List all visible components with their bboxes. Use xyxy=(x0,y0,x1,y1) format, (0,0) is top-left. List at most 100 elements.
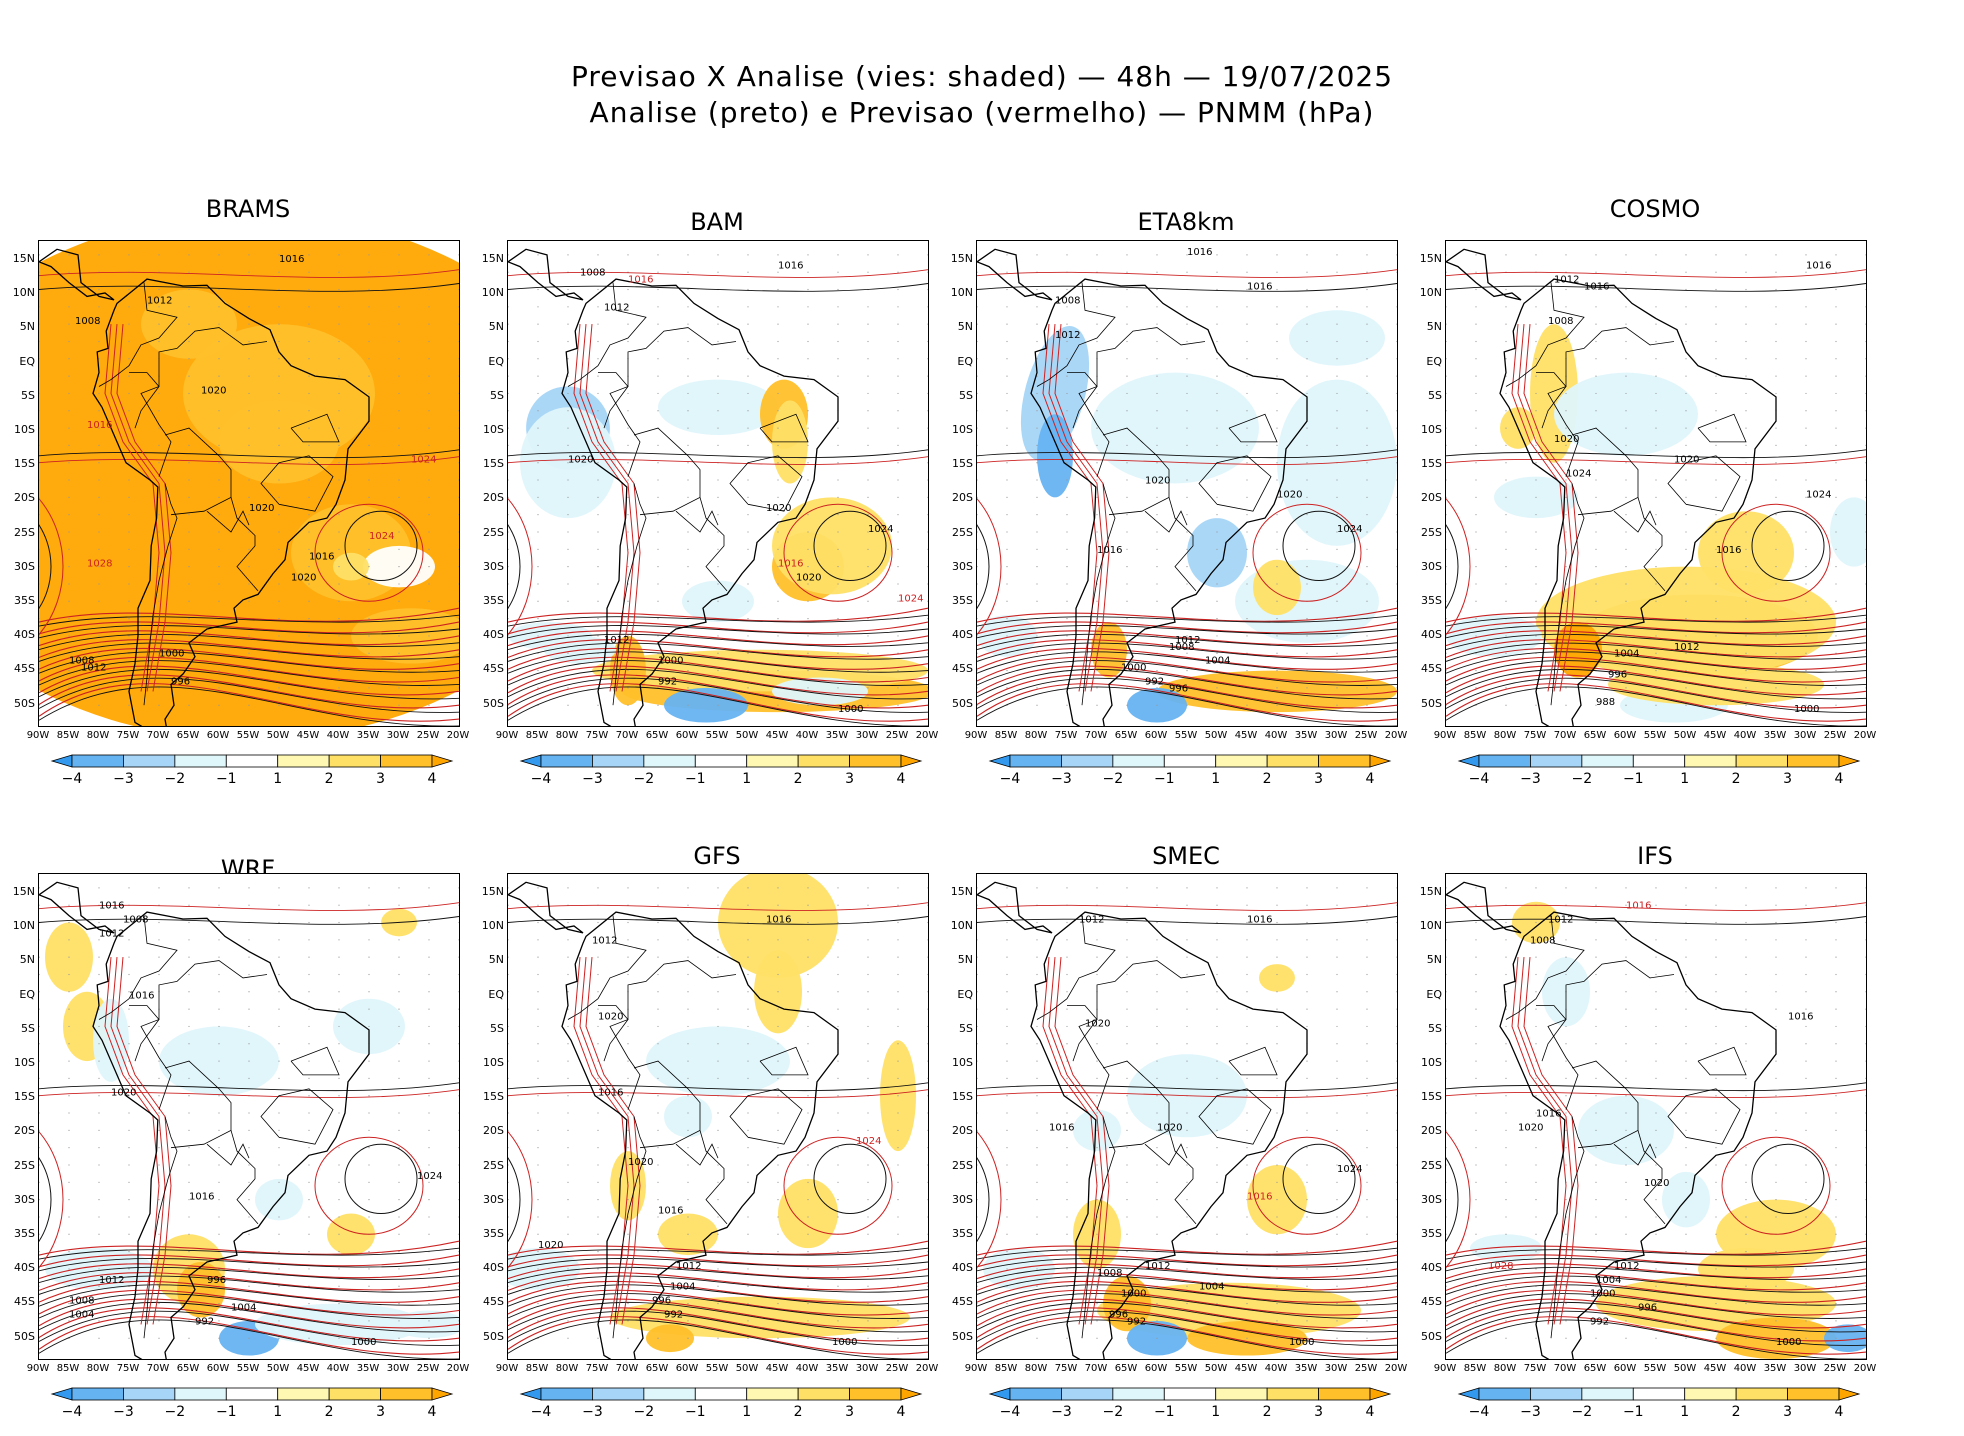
high-pressure-isobar xyxy=(1282,510,1356,582)
isobar-line xyxy=(977,269,1397,278)
lon-tick-label: 80W xyxy=(555,1363,579,1374)
colorbar-tick-label: 2 xyxy=(324,771,334,787)
country-border xyxy=(699,1130,728,1225)
lat-tick-label: 5N xyxy=(488,953,504,967)
analysis-isobar xyxy=(39,614,459,627)
analysis-isobar xyxy=(508,1293,928,1319)
isobar-line xyxy=(1446,1082,1866,1092)
colorbar xyxy=(1457,1386,1861,1406)
country-border xyxy=(129,1005,160,1062)
forecast-isobar xyxy=(508,1307,928,1342)
isobar-label: 1008 xyxy=(69,656,94,667)
bias-blob xyxy=(983,1248,1055,1290)
colorbar-tick-label: −4 xyxy=(61,771,83,787)
isobar-label: 996 xyxy=(1638,1303,1657,1314)
lon-tick-label: 85W xyxy=(525,1363,549,1374)
forecast-isobar xyxy=(977,665,1397,696)
lat-tick-label: 45S xyxy=(14,662,35,676)
lon-tick-label: 55W xyxy=(236,730,260,741)
lat-tick-label: 5S xyxy=(959,388,973,402)
country-border xyxy=(1168,1130,1197,1225)
lat-tick-label: 40S xyxy=(952,1261,973,1275)
lon-tick-label: 25W xyxy=(416,730,440,741)
colorbar-right-arrow xyxy=(1838,1387,1861,1401)
colorbar-left-arrow xyxy=(50,1387,73,1401)
bias-blob xyxy=(1187,518,1247,588)
central-america-coast xyxy=(508,881,584,934)
colorbar-tick-label: 4 xyxy=(1834,771,1844,787)
lon-tick-label: 90W xyxy=(495,1363,519,1374)
isobar-label: 1024 xyxy=(369,531,394,542)
forecast-isobar xyxy=(1446,1240,1866,1256)
analysis-isobar xyxy=(1446,686,1866,726)
lon-tick-label: 40W xyxy=(795,1363,819,1374)
lon-tick-label: 60W xyxy=(1613,730,1637,741)
lat-tick-label: 25S xyxy=(14,1158,35,1172)
colorbar-segment xyxy=(71,754,124,768)
isobar-label: 1020 xyxy=(201,385,226,396)
forecast-isobar xyxy=(508,647,928,670)
lat-tick-label: 5N xyxy=(488,320,504,334)
colorbar-tick-label: 1 xyxy=(742,771,752,787)
lat-tick-label: 15S xyxy=(14,457,35,471)
isobar-line xyxy=(1446,283,1866,292)
isobar-line xyxy=(508,1082,928,1092)
lon-tick-label: 45W xyxy=(296,1363,320,1374)
country-border xyxy=(1637,497,1666,592)
isobar-line xyxy=(1446,449,1866,459)
isobar-label: 1004 xyxy=(231,1303,256,1314)
lat-tick-label: 50S xyxy=(483,1329,504,1343)
lon-tick-label: 60W xyxy=(206,730,230,741)
isobar-label: 1008 xyxy=(580,268,605,279)
lat-tick-label: 50S xyxy=(1421,1329,1442,1343)
country-border xyxy=(1613,1143,1657,1166)
lon-tick-label: 25W xyxy=(416,1363,440,1374)
forecast-isobar xyxy=(1446,1254,1866,1268)
lon-tick-label: 60W xyxy=(675,730,699,741)
map-area: 1016 1012 1020 1016 1020 1024 1016 1012 1008 1004… xyxy=(976,873,1398,1360)
high-pressure-isobar xyxy=(977,1157,990,1243)
analysis-isobar xyxy=(1446,1310,1866,1346)
analysis-isobar xyxy=(1446,625,1866,639)
country-border xyxy=(1637,1130,1666,1225)
isobar-label: 1020 xyxy=(1157,1122,1182,1133)
isobar-label: 1016 xyxy=(1626,901,1651,912)
lon-tick-label: 50W xyxy=(266,730,290,741)
analysis-isobar xyxy=(508,625,928,639)
analysis-isobar xyxy=(1446,651,1866,674)
isobar-label: 1016 xyxy=(658,1206,683,1217)
lat-tick-label: 10N xyxy=(12,286,35,300)
forecast-isobar xyxy=(977,639,1397,658)
isobar-label: 1016 xyxy=(1536,1109,1561,1120)
isobars xyxy=(1446,902,1866,1359)
colorbar-tick-label: 3 xyxy=(376,771,386,787)
colorbar-tick-label: −4 xyxy=(530,1404,552,1420)
isobar-line xyxy=(1446,916,1866,925)
colorbar-tick-label: −2 xyxy=(1571,1404,1593,1420)
lon-tick-label: 35W xyxy=(825,1363,849,1374)
lon-tick-label: 85W xyxy=(1463,730,1487,741)
analysis-isobar xyxy=(977,642,1397,662)
lat-tick-label: 20S xyxy=(952,1124,973,1138)
lat-tick-label: 30S xyxy=(14,1192,35,1206)
colorbar-segment xyxy=(1009,1387,1062,1401)
country-border xyxy=(98,282,178,387)
country-border xyxy=(759,413,809,443)
isobar-label: 1016 xyxy=(598,1088,623,1099)
forecast-isobar xyxy=(39,665,459,696)
lon-tick-label: 20W xyxy=(915,1363,939,1374)
bias-blob xyxy=(1446,615,1542,657)
isobar-labels: 1016101610081012102010201024101610121008… xyxy=(1055,247,1362,695)
country-border xyxy=(290,413,340,443)
colorbar-segment xyxy=(1787,754,1840,768)
isobar-line xyxy=(39,449,459,459)
country-border xyxy=(206,1143,250,1166)
lon-tick-label: 80W xyxy=(555,730,579,741)
lat-tick-label: 50S xyxy=(483,696,504,710)
lat-tick-label: 5S xyxy=(1428,1021,1442,1035)
lon-tick-label: 35W xyxy=(1294,1363,1318,1374)
forecast-isobar xyxy=(1446,1316,1866,1355)
country-border xyxy=(609,960,737,1110)
forecast-isobar xyxy=(977,1272,1397,1291)
bias-shading xyxy=(39,241,459,726)
